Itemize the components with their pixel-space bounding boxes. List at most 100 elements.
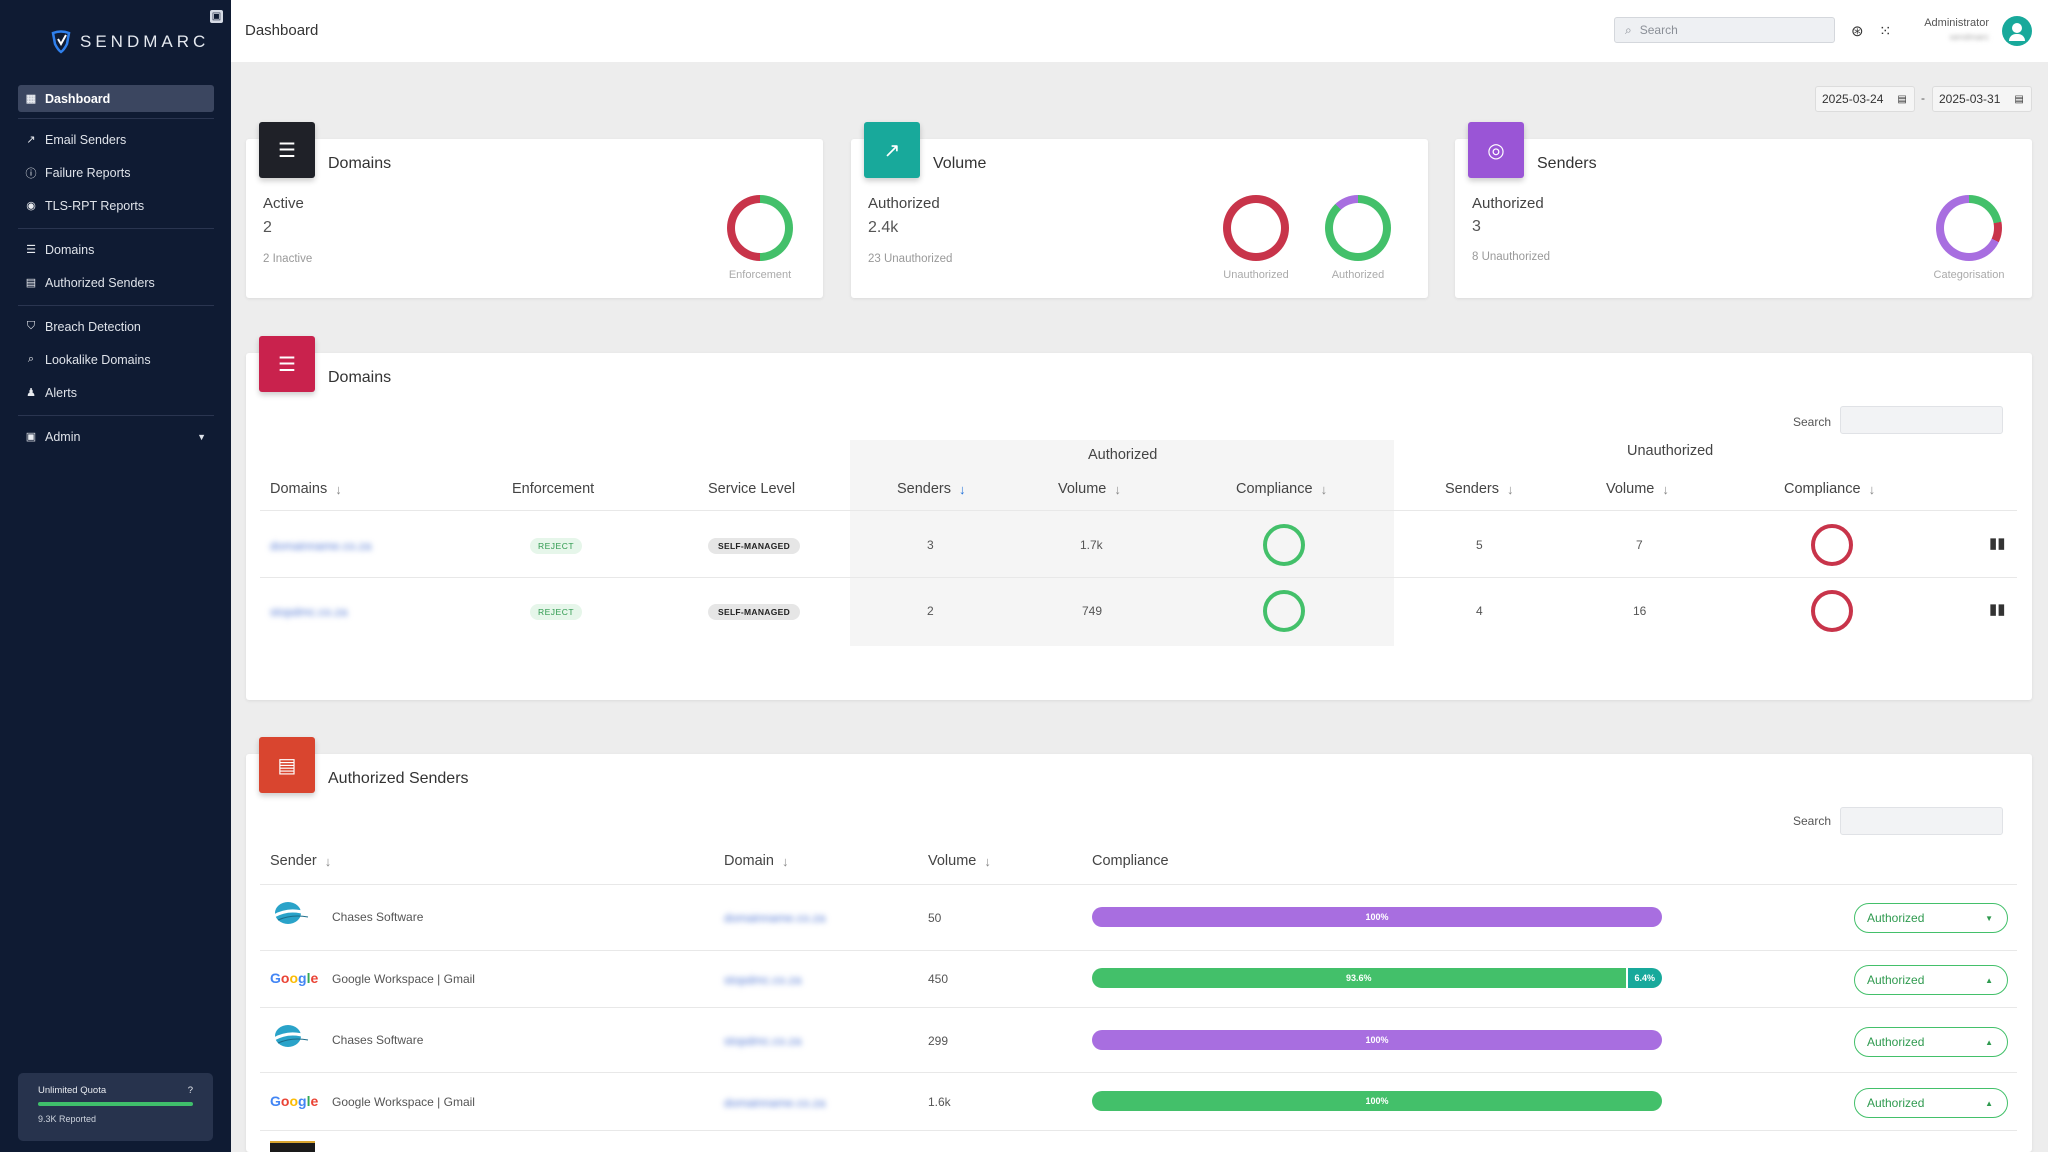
- donut-label: Categorisation: [1933, 269, 2005, 281]
- quota-title: Unlimited Quota: [38, 1085, 107, 1096]
- col-label: Volume: [1058, 481, 1107, 497]
- support-icon[interactable]: ⊛: [1851, 23, 1864, 40]
- col-label: Senders: [897, 481, 952, 497]
- quota-reported: 9.3K Reported: [38, 1114, 97, 1124]
- shield-icon: ⛉: [26, 320, 36, 332]
- chevron-up-icon: ▲: [1985, 1037, 1993, 1047]
- col-unauth-compliance[interactable]: Compliance ↓: [1784, 481, 1875, 497]
- stat-value: 3: [1472, 218, 1481, 235]
- unauth-compliance-ring[interactable]: [1811, 590, 1853, 632]
- stat-sub: 23 Unauthorized: [868, 253, 953, 265]
- dashboard-icon: ▦: [25, 93, 37, 105]
- domains-search-input[interactable]: [1840, 406, 2003, 434]
- domain-link[interactable]: stopdmc.co.za: [724, 1034, 802, 1048]
- sender-name: Chases Software: [332, 910, 424, 924]
- service-level-badge: SELF-MANAGED: [708, 538, 801, 554]
- compliance-bar[interactable]: 100%: [1092, 1091, 1662, 1111]
- help-icon[interactable]: ?: [187, 1085, 193, 1096]
- pass-label: 93.6%: [1345, 973, 1372, 983]
- info-icon: ⓘ: [25, 167, 37, 180]
- domain-link[interactable]: domainname.co.za: [724, 911, 826, 925]
- sidebar-item-breach-detection[interactable]: ⛉ Breach Detection: [18, 310, 214, 343]
- divider: [260, 884, 2017, 885]
- col-sender[interactable]: Sender ↓: [270, 853, 331, 869]
- sidebar-item-failure-reports[interactable]: ⓘ Failure Reports: [18, 156, 214, 189]
- enforcement-donut[interactable]: [727, 195, 793, 261]
- unauthorized-donut[interactable]: [1223, 195, 1289, 261]
- divider: [18, 305, 214, 306]
- date-separator: -: [1921, 91, 1925, 105]
- status-select[interactable]: Authorized ▼: [1854, 903, 2008, 933]
- divider: [260, 1130, 2017, 1131]
- col-unauth-senders[interactable]: Senders ↓: [1445, 481, 1514, 497]
- col-compliance[interactable]: Compliance ↓: [1236, 481, 1327, 497]
- divider: [18, 228, 214, 229]
- domain-link[interactable]: stopdmc.co.za: [270, 605, 348, 619]
- sidebar-item-tls-rpt-reports[interactable]: ◉ TLS-RPT Reports: [18, 189, 214, 222]
- card-title: Domains: [328, 155, 392, 172]
- global-search-input[interactable]: ⌕ Search: [1614, 17, 1835, 43]
- bar-chart-icon[interactable]: ▮▮: [1989, 601, 2006, 618]
- bar-chart-icon[interactable]: ▮▮: [1989, 535, 2006, 552]
- apps-grid-icon[interactable]: ⁙: [1879, 23, 1892, 40]
- domain-link[interactable]: stopdmc.co.za: [724, 973, 802, 987]
- col-label: Compliance: [1236, 481, 1313, 497]
- compliance-pass-segment: 100%: [1092, 1091, 1662, 1111]
- avatar[interactable]: [2002, 16, 2032, 46]
- col-senders[interactable]: Senders ↓: [897, 481, 966, 497]
- col-volume[interactable]: Volume ↓: [1058, 481, 1121, 497]
- compliance-pass-segment: 100%: [1092, 1030, 1662, 1050]
- start-date-field[interactable]: 2025-03-24 ▤: [1815, 86, 1915, 112]
- status-select[interactable]: Authorized ▲: [1854, 1088, 2008, 1118]
- table-search-label: Search: [1793, 415, 1832, 429]
- col-domain[interactable]: Domain ↓: [724, 853, 788, 869]
- sidebar-item-dashboard[interactable]: ▦ Dashboard: [18, 85, 214, 112]
- search-placeholder: Search: [1639, 23, 1678, 37]
- col-domains[interactable]: Domains ↓: [270, 481, 342, 497]
- page-title: Dashboard: [245, 22, 319, 39]
- status-select[interactable]: Authorized ▲: [1854, 965, 2008, 995]
- eye-icon: ◉: [26, 200, 36, 212]
- divider: [18, 415, 214, 416]
- end-date-field[interactable]: 2025-03-31 ▤: [1932, 86, 2032, 112]
- user-info[interactable]: Administrator sendmarc: [1919, 17, 1989, 42]
- divider: [260, 1007, 2017, 1008]
- card-title: Authorized Senders: [328, 770, 469, 787]
- domain-link[interactable]: domainname.co.za: [724, 1096, 826, 1110]
- categorisation-donut[interactable]: [1936, 195, 2002, 261]
- authorized-donut[interactable]: [1325, 195, 1391, 261]
- server-icon: ☰: [259, 336, 315, 392]
- quota-panel: Unlimited Quota ? 9.3K Reported: [18, 1073, 213, 1141]
- status-select[interactable]: Authorized ▲: [1854, 1027, 2008, 1057]
- col-compliance[interactable]: Compliance: [1092, 853, 1169, 869]
- brand-name: SENDMARC: [80, 32, 210, 51]
- col-unauth-volume[interactable]: Volume ↓: [1606, 481, 1669, 497]
- col-service-level[interactable]: Service Level: [708, 481, 795, 497]
- sidebar-item-domains[interactable]: ☰ Domains: [18, 233, 214, 266]
- compliance-bar[interactable]: 100%: [1092, 1030, 1662, 1050]
- senders-search-input[interactable]: [1840, 807, 2003, 835]
- compliance-ring[interactable]: [1263, 524, 1305, 566]
- trend-icon: ↗: [26, 134, 36, 146]
- stat-label: Authorized: [1472, 195, 1544, 212]
- authorized-senders-card: ▤ Authorized Senders Search Sender ↓ Doma…: [246, 737, 2032, 1152]
- col-enforcement[interactable]: Enforcement: [512, 481, 594, 497]
- compliance-bar[interactable]: 100%: [1092, 907, 1662, 927]
- col-label: Volume: [928, 853, 977, 869]
- col-volume[interactable]: Volume ↓: [928, 853, 991, 869]
- sidebar-item-label: Domains: [45, 242, 95, 257]
- domain-link[interactable]: domainname.co.za: [270, 539, 372, 553]
- compliance-bar[interactable]: 93.6% 6.4%: [1092, 968, 1662, 988]
- volume-value: 450: [928, 972, 949, 986]
- sidebar-item-lookalike-domains[interactable]: ⌕ Lookalike Domains: [18, 343, 214, 376]
- compliance-ring[interactable]: [1263, 590, 1305, 632]
- sidebar-item-email-senders[interactable]: ↗ Email Senders: [18, 123, 214, 156]
- sidebar-item-authorized-senders[interactable]: ▤ Authorized Senders: [18, 266, 214, 299]
- unauth-compliance-ring[interactable]: [1811, 524, 1853, 566]
- sidebar-item-alerts[interactable]: ♟ Alerts: [18, 376, 214, 409]
- sidebar-item-admin[interactable]: ▣ Admin ▼: [18, 420, 214, 453]
- trend-icon: ↗: [864, 122, 920, 178]
- collapse-sidebar-icon[interactable]: ▣: [210, 10, 223, 23]
- globe-icon: ◎: [1468, 122, 1524, 178]
- enforcement-badge: REJECT: [530, 604, 583, 620]
